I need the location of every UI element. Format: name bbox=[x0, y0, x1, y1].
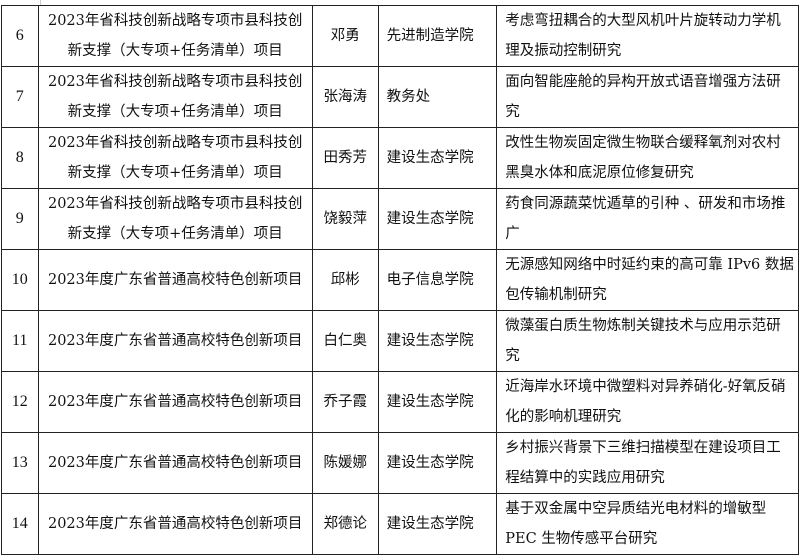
row-number-cell: 13 bbox=[1, 432, 39, 494]
project-category-cell: 2023年省科技创新战略专项市县科技创新支撑（大专项+任务清单）项目 bbox=[37, 66, 313, 128]
project-topic-cell: 无源感知网络中时延约束的高可靠 IPv6 数据包传输机制研究 bbox=[496, 249, 799, 311]
project-topic-cell: 药食同源蔬菜忧遁草的引种 、研发和市场推广 bbox=[496, 188, 799, 250]
leader-name-cell: 白仁奥 bbox=[311, 310, 379, 372]
project-topic-cell: 基于双金属中空异质结光电材料的增敏型 PEC 生物传感平台研究 bbox=[496, 493, 799, 555]
row-number-cell: 12 bbox=[1, 371, 39, 433]
table-row: 9 2023年省科技创新战略专项市县科技创新支撑（大专项+任务清单）项目 饶毅萍 建设… bbox=[1, 188, 799, 250]
project-topic-cell: 近海岸水环境中微塑料对异养硝化-好氧反硝化的影响机理研究 bbox=[496, 371, 799, 433]
previous-row-edge bbox=[40, 0, 799, 5]
leader-name-cell: 张海涛 bbox=[311, 66, 379, 128]
college-cell: 建设生态学院 bbox=[377, 432, 498, 494]
table-row: 10 2023年度广东省普通高校特色创新项目 邱彬 电子信息学院 无源感知网络中时延约束… bbox=[1, 249, 799, 311]
row-number-cell: 8 bbox=[1, 127, 39, 189]
leader-name-cell: 郑德论 bbox=[311, 493, 379, 555]
project-category-cell: 2023年度广东省普通高校特色创新项目 bbox=[37, 371, 313, 433]
project-topic-cell: 乡村振兴背景下三维扫描模型在建设项目工程结算中的实践应用研究 bbox=[496, 432, 799, 494]
project-category-cell: 2023年度广东省普通高校特色创新项目 bbox=[37, 493, 313, 555]
table-row: 11 2023年度广东省普通高校特色创新项目 白仁奥 建设生态学院 微藻蛋白质生物炼制关… bbox=[1, 310, 799, 372]
leader-name-cell: 乔子霞 bbox=[311, 371, 379, 433]
college-cell: 电子信息学院 bbox=[377, 249, 498, 311]
project-topic-cell: 面向智能座舱的异构开放式语音增强方法研究 bbox=[496, 66, 799, 128]
college-cell: 建设生态学院 bbox=[377, 493, 498, 555]
project-topic-cell: 考虑弯扭耦合的大型风机叶片旋转动力学机理及振动控制研究 bbox=[496, 5, 799, 67]
row-number-cell: 11 bbox=[1, 310, 39, 372]
leader-name-cell: 邱彬 bbox=[311, 249, 379, 311]
row-number-cell: 9 bbox=[1, 188, 39, 250]
college-cell: 教务处 bbox=[377, 66, 498, 128]
college-cell: 建设生态学院 bbox=[377, 127, 498, 189]
leader-name-cell: 邓勇 bbox=[311, 5, 379, 67]
college-cell: 建设生态学院 bbox=[377, 371, 498, 433]
project-table: 6 2023年省科技创新战略专项市县科技创新支撑（大专项+任务清单）项目 邓勇 先进制… bbox=[1, 5, 799, 555]
project-topic-cell: 改性生物炭固定微生物联合缓释氧剂对农村黑臭水体和底泥原位修复研究 bbox=[496, 127, 799, 189]
table-row: 7 2023年省科技创新战略专项市县科技创新支撑（大专项+任务清单）项目 张海涛 教务… bbox=[1, 66, 799, 128]
row-number-cell: 10 bbox=[1, 249, 39, 311]
row-number-cell: 6 bbox=[1, 5, 39, 67]
leader-name-cell: 陈媛娜 bbox=[311, 432, 379, 494]
table-row: 13 2023年度广东省普通高校特色创新项目 陈媛娜 建设生态学院 乡村振兴背景下三维扫… bbox=[1, 432, 799, 494]
project-topic-cell: 微藻蛋白质生物炼制关键技术与应用示范研究 bbox=[496, 310, 799, 372]
row-number-cell: 14 bbox=[1, 493, 39, 555]
table-row: 6 2023年省科技创新战略专项市县科技创新支撑（大专项+任务清单）项目 邓勇 先进制… bbox=[1, 5, 799, 67]
leader-name-cell: 饶毅萍 bbox=[311, 188, 379, 250]
project-category-cell: 2023年省科技创新战略专项市县科技创新支撑（大专项+任务清单）项目 bbox=[37, 5, 313, 67]
table-row: 12 2023年度广东省普通高校特色创新项目 乔子霞 建设生态学院 近海岸水环境中微塑料… bbox=[1, 371, 799, 433]
college-cell: 建设生态学院 bbox=[377, 188, 498, 250]
row-number-cell: 7 bbox=[1, 66, 39, 128]
table-row: 8 2023年省科技创新战略专项市县科技创新支撑（大专项+任务清单）项目 田秀芳 建设… bbox=[1, 127, 799, 189]
project-category-cell: 2023年省科技创新战略专项市县科技创新支撑（大专项+任务清单）项目 bbox=[37, 188, 313, 250]
college-cell: 先进制造学院 bbox=[377, 5, 498, 67]
project-category-cell: 2023年度广东省普通高校特色创新项目 bbox=[37, 432, 313, 494]
project-category-cell: 2023年省科技创新战略专项市县科技创新支撑（大专项+任务清单）项目 bbox=[37, 127, 313, 189]
leader-name-cell: 田秀芳 bbox=[311, 127, 379, 189]
project-category-cell: 2023年度广东省普通高校特色创新项目 bbox=[37, 249, 313, 311]
table-row: 14 2023年度广东省普通高校特色创新项目 郑德论 建设生态学院 基于双金属中空异质结… bbox=[1, 493, 799, 555]
project-category-cell: 2023年度广东省普通高校特色创新项目 bbox=[37, 310, 313, 372]
college-cell: 建设生态学院 bbox=[377, 310, 498, 372]
